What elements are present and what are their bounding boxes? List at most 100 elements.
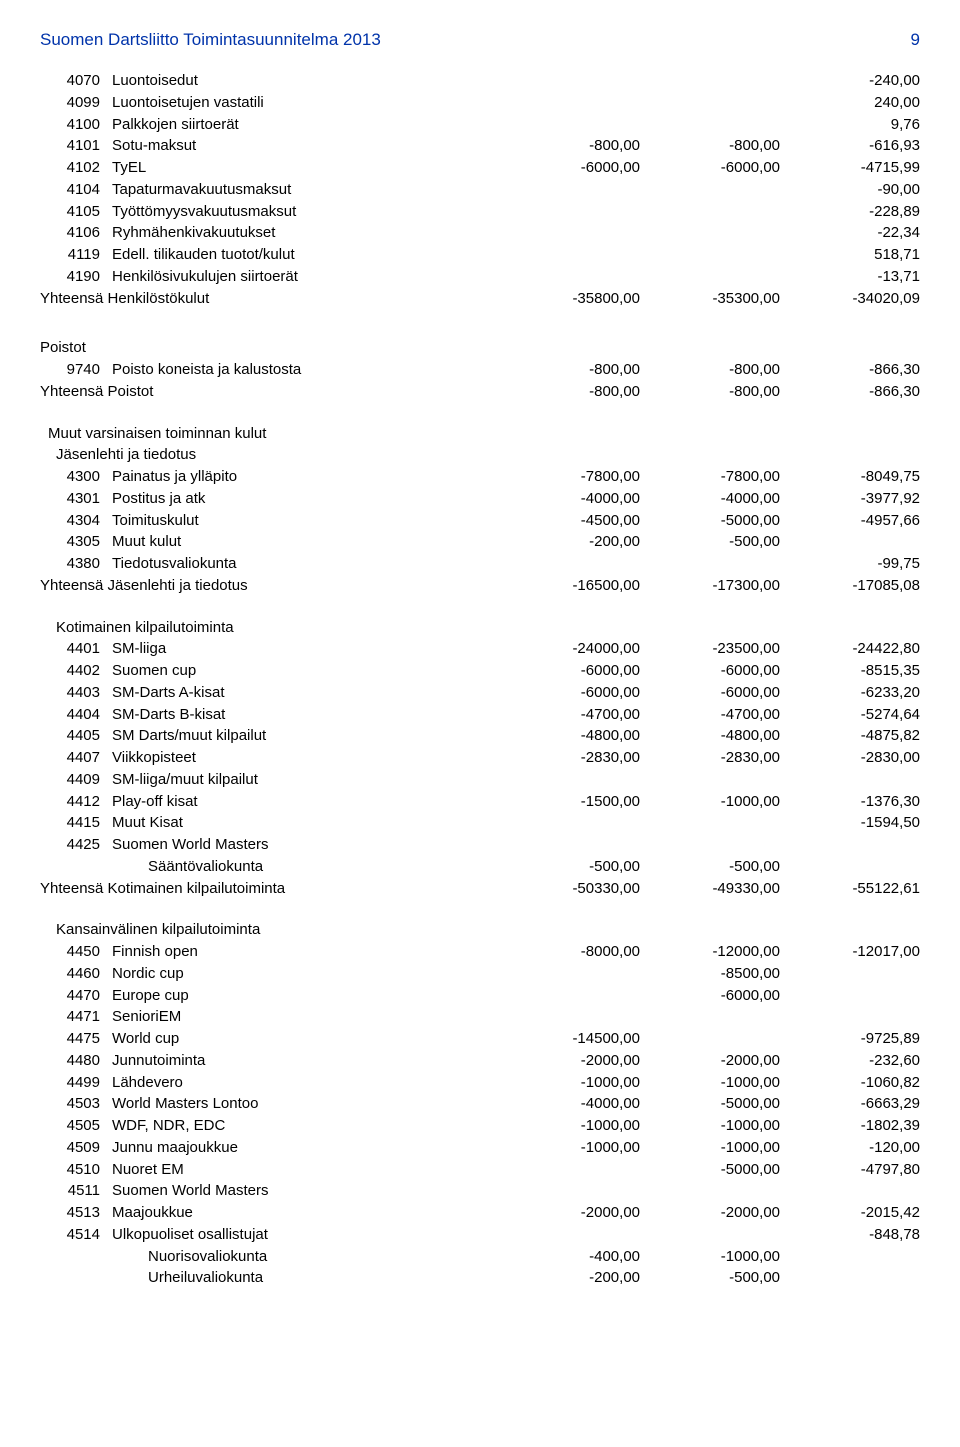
row-code: 4304 [40,510,108,532]
col-1 [500,201,640,223]
col-3: -17085,08 [780,575,920,597]
row-code: 4470 [40,985,108,1007]
row-label: SM Darts/muut kilpailut [108,725,500,747]
col-1: -4700,00 [500,704,640,726]
row-code: 4503 [40,1093,108,1115]
row-code: 4480 [40,1050,108,1072]
col-3: 240,00 [780,92,920,114]
row-code: 4300 [40,466,108,488]
row-code [40,1267,108,1289]
row-code: 4460 [40,963,108,985]
col-3: -1060,82 [780,1072,920,1094]
col-2 [640,553,780,575]
section-heading: Muut varsinaisen toiminnan kulut [40,423,920,445]
col-3: -4957,66 [780,510,920,532]
col-3: -9725,89 [780,1028,920,1050]
col-3: -8515,35 [780,660,920,682]
row-code: 4404 [40,704,108,726]
doc-title: Suomen Dartsliitto Toimintasuunnitelma 2… [40,30,381,50]
col-1: -24000,00 [500,638,640,660]
col-2 [640,201,780,223]
row-code: 4380 [40,553,108,575]
row-code: 4106 [40,222,108,244]
table-row: 4304Toimituskulut-4500,00-5000,00-4957,6… [40,510,920,532]
table-row: 4470Europe cup-6000,00 [40,985,920,1007]
col-3: -22,34 [780,222,920,244]
row-code: 4305 [40,531,108,553]
col-1: -7800,00 [500,466,640,488]
row-label: Edell. tilikauden tuotot/kulut [108,244,500,266]
table-row: 4513Maajoukkue-2000,00-2000,00-2015,42 [40,1202,920,1224]
col-1 [500,266,640,288]
col-1: -4800,00 [500,725,640,747]
col-1: -400,00 [500,1246,640,1268]
financial-table: 4070Luontoisedut-240,004099Luontoisetuje… [40,70,920,1289]
table-row: 4404SM-Darts B-kisat-4700,00-4700,00-527… [40,704,920,726]
table-row: 4301Postitus ja atk-4000,00-4000,00-3977… [40,488,920,510]
total-label: Yhteensä Kotimainen kilpailutoiminta [40,878,500,900]
table-row: 9740Poisto koneista ja kalustosta-800,00… [40,359,920,381]
col-3: -8049,75 [780,466,920,488]
row-code: 4119 [40,244,108,266]
col-3: -228,89 [780,201,920,223]
heading-label: Jäsenlehti ja tiedotus [40,444,920,466]
table-row: 4471SenioriEM [40,1006,920,1028]
col-2: -800,00 [640,381,780,403]
col-2 [640,1006,780,1028]
table-row: 4514Ulkopuoliset osallistujat-848,78 [40,1224,920,1246]
col-1: -2000,00 [500,1050,640,1072]
table-row: 4070Luontoisedut-240,00 [40,70,920,92]
col-2: -4800,00 [640,725,780,747]
section-heading: Kansainvälinen kilpailutoiminta [40,919,920,941]
row-label: Painatus ja ylläpito [108,466,500,488]
col-2: -2000,00 [640,1050,780,1072]
col-1 [500,92,640,114]
table-row: 4403SM-Darts A-kisat-6000,00-6000,00-623… [40,682,920,704]
row-label: Ryhmähenkivakuutukset [108,222,500,244]
row-label: World cup [108,1028,500,1050]
col-3: -90,00 [780,179,920,201]
col-1 [500,1180,640,1202]
row-label: Tiedotusvaliokunta [108,553,500,575]
total-row: Yhteensä Jäsenlehti ja tiedotus-16500,00… [40,575,920,597]
col-3: -13,71 [780,266,920,288]
col-1: -8000,00 [500,941,640,963]
col-3: 518,71 [780,244,920,266]
row-code: 4301 [40,488,108,510]
col-1: -200,00 [500,1267,640,1289]
row-label: SenioriEM [108,1006,500,1028]
col-3 [780,985,920,1007]
col-3 [780,531,920,553]
row-label: Finnish open [108,941,500,963]
row-label: Maajoukkue [108,1202,500,1224]
table-row: 4405SM Darts/muut kilpailut-4800,00-4800… [40,725,920,747]
row-label: Muut kulut [108,531,500,553]
table-row: 4505WDF, NDR, EDC-1000,00-1000,00-1802,3… [40,1115,920,1137]
col-2: -6000,00 [640,985,780,1007]
col-2: -1000,00 [640,791,780,813]
table-row: 4300Painatus ja ylläpito-7800,00-7800,00… [40,466,920,488]
row-code: 4101 [40,135,108,157]
row-label: World Masters Lontoo [108,1093,500,1115]
section-heading: Jäsenlehti ja tiedotus [40,444,920,466]
col-1 [500,1159,640,1181]
col-3: -240,00 [780,70,920,92]
col-1: -1000,00 [500,1072,640,1094]
row-code: 4102 [40,157,108,179]
row-code: 4514 [40,1224,108,1246]
table-row: 4412Play-off kisat-1500,00-1000,00-1376,… [40,791,920,813]
row-code: 4509 [40,1137,108,1159]
row-label: Play-off kisat [108,791,500,813]
col-3: -120,00 [780,1137,920,1159]
col-3: -866,30 [780,359,920,381]
heading-label: Muut varsinaisen toiminnan kulut [40,423,920,445]
col-2 [640,244,780,266]
row-label: Junnutoiminta [108,1050,500,1072]
col-2: -4000,00 [640,488,780,510]
row-code [40,1246,108,1268]
col-3: -1594,50 [780,812,920,834]
row-label: WDF, NDR, EDC [108,1115,500,1137]
row-label: Suomen World Masters [108,834,500,856]
row-label: Nuorisovaliokunta [108,1246,500,1268]
col-1 [500,244,640,266]
